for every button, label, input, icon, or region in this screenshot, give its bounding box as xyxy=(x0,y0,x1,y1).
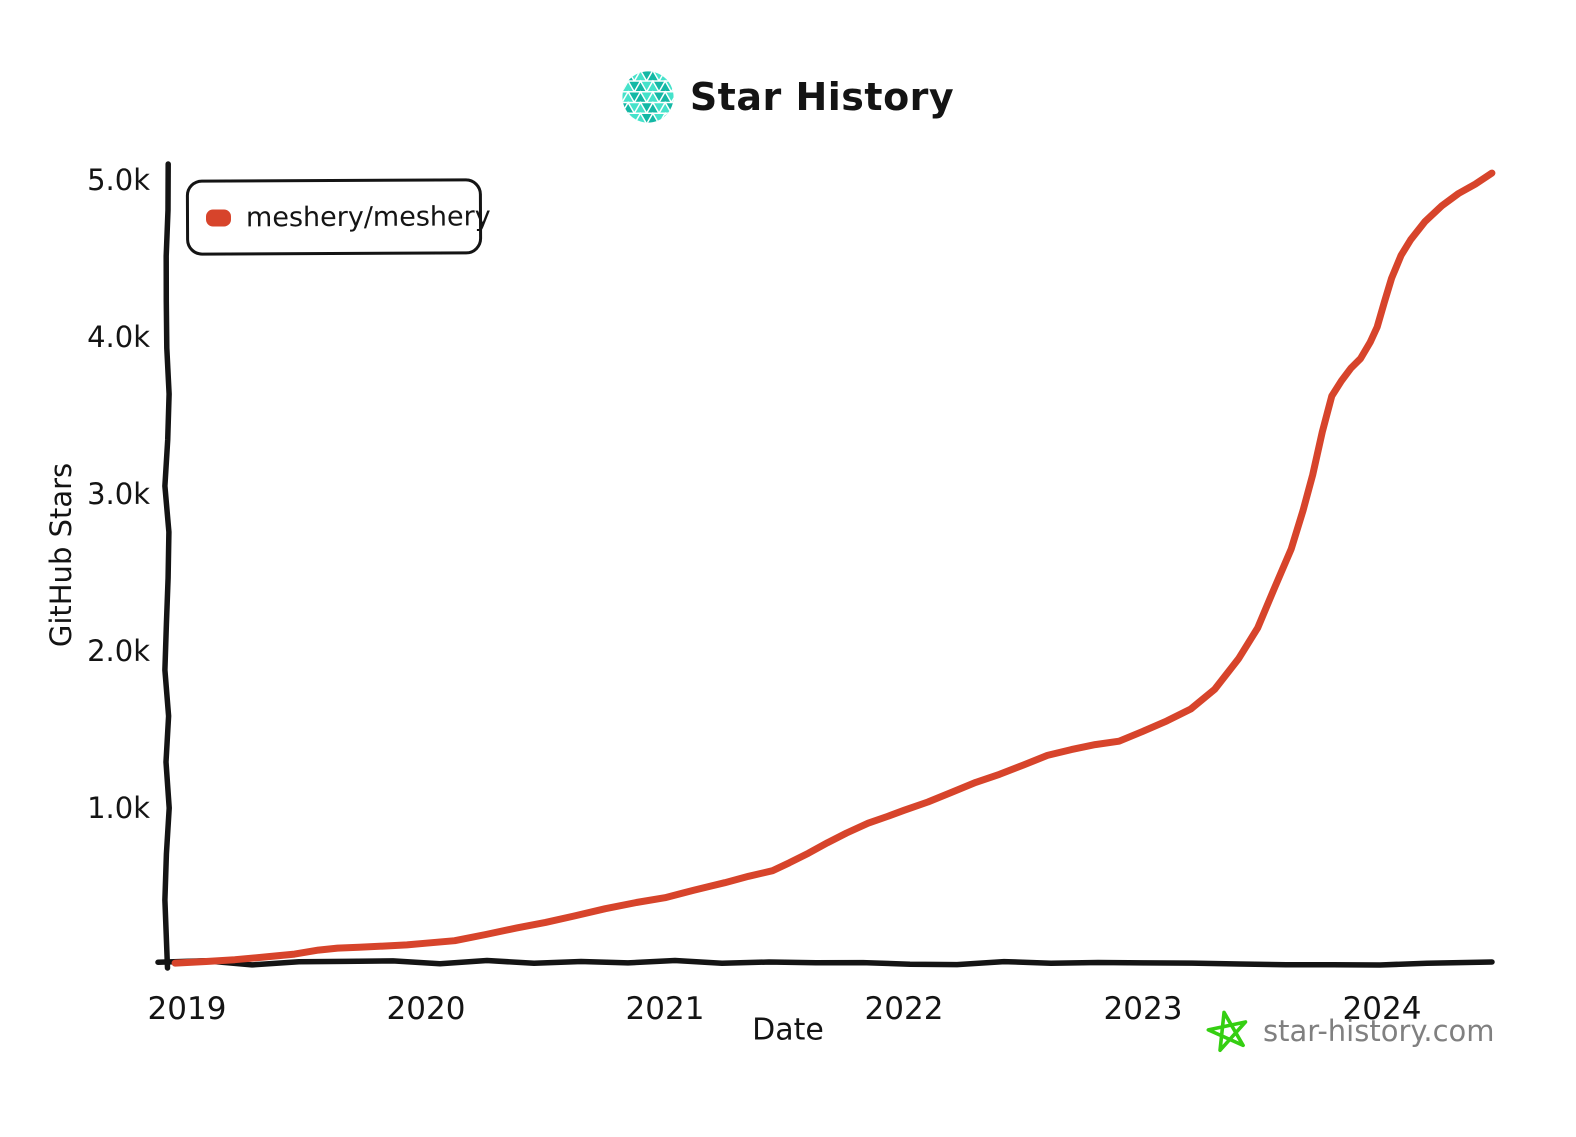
legend-label-meshery: meshery/meshery xyxy=(245,200,491,233)
star-history-logo-icon xyxy=(622,71,674,123)
y-tick-4k: 4.0k xyxy=(87,320,150,354)
x-tick-2021: 2021 xyxy=(625,991,705,1027)
y-tick-1k: 1.0k xyxy=(87,791,150,825)
x-axis-line xyxy=(155,957,1495,968)
site-watermark-link[interactable]: star-history.com xyxy=(1206,1008,1495,1054)
y-axis-line xyxy=(162,161,172,971)
legend-marker-meshery xyxy=(205,208,232,227)
y-tick-2k: 2.0k xyxy=(87,634,150,668)
legend-box: meshery/meshery xyxy=(185,178,491,256)
x-tick-2020: 2020 xyxy=(386,991,466,1027)
page-header: Star History xyxy=(0,68,1576,126)
x-axis-title: Date xyxy=(752,1012,824,1048)
y-tick-3k: 3.0k xyxy=(87,477,150,511)
x-tick-2024: 2024 xyxy=(1342,991,1422,1027)
page-title: Star History xyxy=(689,75,955,119)
y-axis-title: GitHub Stars xyxy=(44,462,78,648)
green-star-icon xyxy=(1206,1010,1248,1053)
x-tick-2019: 2019 xyxy=(147,991,227,1027)
x-tick-2023: 2023 xyxy=(1103,991,1183,1027)
x-tick-2022: 2022 xyxy=(864,991,944,1027)
site-watermark-text: star-history.com xyxy=(1263,1014,1495,1048)
y-tick-5k: 5.0k xyxy=(87,163,150,197)
series-line-meshery xyxy=(171,169,1496,967)
